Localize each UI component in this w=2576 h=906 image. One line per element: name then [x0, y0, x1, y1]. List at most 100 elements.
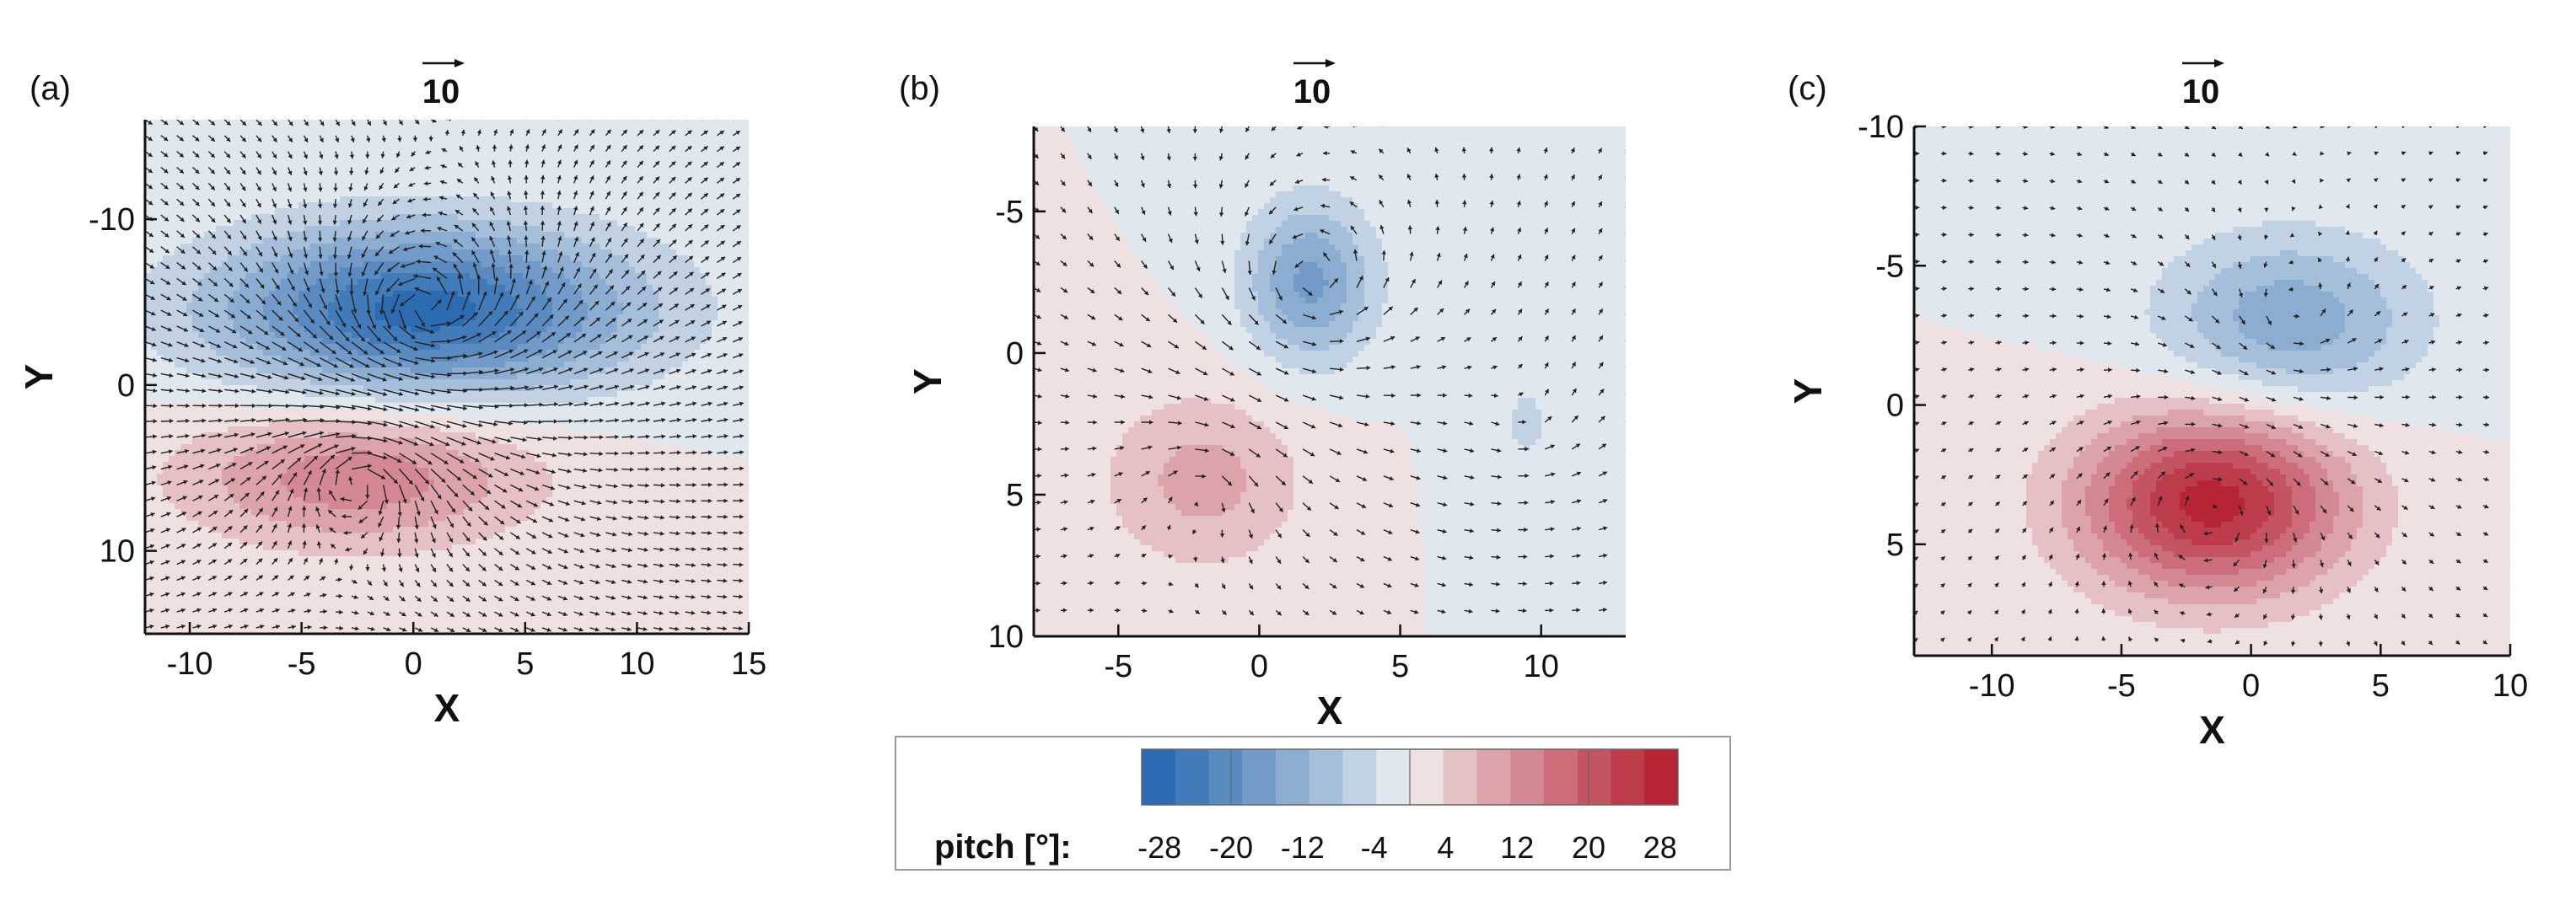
- arrow-head: [329, 490, 334, 495]
- arrow-head: [739, 482, 744, 487]
- arrow-head: [337, 307, 343, 312]
- arrow-head: [241, 153, 246, 158]
- arrow-head: [227, 250, 232, 255]
- arrow-head: [315, 507, 320, 512]
- arrow-head: [626, 302, 632, 307]
- arrow-head: [723, 433, 729, 439]
- arrow-head: [272, 153, 277, 159]
- arrow-head: [659, 594, 664, 600]
- vector-arrow: [605, 120, 607, 121]
- vector-arrow: [748, 325, 749, 326]
- arrow-head: [656, 239, 661, 244]
- arrow-head: [2511, 287, 2515, 291]
- arrow-head: [1174, 344, 1179, 349]
- arrow-head: [449, 523, 454, 528]
- arrow-head: [598, 484, 602, 489]
- arrow-head: [319, 271, 324, 276]
- arrow-head: [1994, 555, 1999, 560]
- arrow-head: [429, 330, 435, 335]
- colorbar-swatch: [1208, 749, 1243, 805]
- arrow-head: [606, 190, 610, 196]
- arrow-head: [719, 146, 724, 151]
- arrow-head: [1626, 309, 1630, 314]
- arrow-head: [2079, 260, 2084, 265]
- vector-arrow: [748, 580, 749, 582]
- arrow-head: [2154, 552, 2159, 558]
- arrow-head: [754, 305, 758, 309]
- arrow-head: [1333, 278, 1338, 283]
- arrow-head: [516, 519, 521, 523]
- arrow-head: [613, 351, 618, 356]
- arrow-head: [1943, 259, 1947, 265]
- arrow-head: [1283, 425, 1288, 430]
- arrow-head: [671, 130, 676, 135]
- arrow-head: [200, 343, 205, 348]
- arrow-head: [2401, 151, 2406, 156]
- arrow-head: [1336, 450, 1342, 455]
- arrow-head: [2458, 449, 2463, 455]
- arrow-head: [541, 129, 546, 134]
- arrow-head: [1089, 526, 1094, 531]
- arrow-head: [530, 296, 535, 301]
- arrow-head: [2132, 260, 2138, 265]
- arrow-head: [611, 548, 616, 553]
- arrow-head: [2510, 178, 2514, 182]
- arrow-head: [201, 433, 206, 438]
- arrow-head: [514, 628, 519, 632]
- arrow-head: [452, 252, 458, 257]
- arrow-head: [583, 384, 589, 389]
- arrow-head: [2244, 397, 2249, 402]
- arrow-head: [525, 265, 531, 270]
- arrow-head: [289, 270, 294, 275]
- arrow-head: [655, 223, 660, 228]
- arrow-head: [449, 597, 454, 602]
- arrow-head: [272, 203, 277, 208]
- arrow-head: [597, 500, 602, 506]
- arrow-head: [296, 458, 302, 463]
- arrow-head: [493, 350, 498, 355]
- arrow-head: [197, 281, 202, 286]
- arrow-head: [386, 324, 391, 330]
- arrow-head: [293, 472, 297, 477]
- arrow-head: [258, 524, 262, 529]
- arrow-head: [195, 217, 200, 222]
- arrow-head: [315, 348, 320, 353]
- arrow-head: [2075, 554, 2080, 559]
- arrow-head: [210, 153, 215, 158]
- arrow-head: [606, 129, 611, 134]
- vector-arrow: [1545, 126, 1546, 127]
- arrow-head: [1035, 234, 1040, 239]
- arrow-head: [1629, 635, 1633, 639]
- arrow-head: [1544, 228, 1549, 233]
- x-tick-label: 0: [2242, 668, 2260, 704]
- arrow-head: [476, 440, 481, 445]
- arrow-head: [1417, 421, 1422, 426]
- arrow-head: [524, 367, 529, 373]
- arrow-head: [1388, 529, 1393, 534]
- vector-arrow: [2483, 668, 2487, 672]
- arrow-head: [528, 280, 533, 285]
- arrow-head: [490, 191, 495, 196]
- arrow-head: [433, 509, 438, 515]
- vector-arrow: [2456, 668, 2460, 672]
- arrow-head: [2237, 264, 2242, 269]
- arrow-head: [1141, 525, 1146, 530]
- arrow-head: [639, 115, 643, 119]
- arrow-head: [229, 282, 234, 287]
- arrow-head: [1442, 555, 1447, 560]
- arrow-head: [1143, 497, 1148, 502]
- arrow-head: [1036, 314, 1041, 319]
- arrow-head: [739, 625, 743, 631]
- arrow-head: [2291, 179, 2296, 184]
- arrow-head: [387, 267, 392, 272]
- arrow-head: [298, 347, 303, 351]
- arrow-head: [532, 518, 537, 523]
- arrow-head: [1270, 153, 1276, 158]
- arrow-head: [393, 336, 398, 341]
- arrow-head: [723, 626, 727, 631]
- arrow-head: [365, 363, 370, 368]
- arrow-head: [2318, 642, 2323, 646]
- arrow-head: [2483, 558, 2488, 563]
- arrow-head: [629, 368, 634, 373]
